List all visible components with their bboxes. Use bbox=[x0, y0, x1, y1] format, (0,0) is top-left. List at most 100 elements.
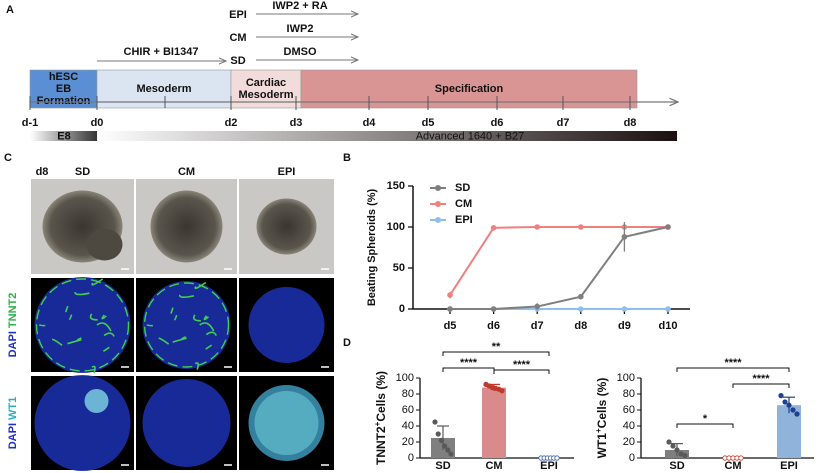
point bbox=[578, 293, 584, 300]
tnnt2-stain bbox=[96, 322, 112, 332]
dapi-stain bbox=[142, 281, 231, 369]
tnnt2-stain bbox=[194, 362, 200, 370]
y-axis-label-part: WT1 bbox=[595, 433, 609, 459]
media-bar bbox=[30, 131, 97, 141]
tnnt2-stain bbox=[67, 338, 82, 345]
significance-label: **** bbox=[513, 359, 531, 371]
stain-label: DAPI bbox=[7, 331, 19, 357]
x-tick-label: d8 bbox=[574, 320, 587, 332]
micrograph bbox=[31, 375, 134, 471]
y-tick-label: 60 bbox=[623, 404, 635, 416]
legend-label: EPI bbox=[455, 214, 473, 226]
point bbox=[621, 234, 628, 240]
stage-label: Cardiac bbox=[246, 77, 286, 89]
data-point bbox=[782, 399, 788, 405]
day-label: d6 bbox=[491, 117, 504, 129]
y-tick-label: 40 bbox=[623, 420, 635, 432]
significance-bracket bbox=[493, 369, 550, 374]
tnnt2-stain bbox=[181, 336, 186, 340]
data-point bbox=[674, 447, 680, 453]
data-point bbox=[670, 443, 676, 449]
condition-treatment: DMSO bbox=[284, 46, 317, 58]
significance-bracket bbox=[676, 423, 734, 428]
x-tick-label: EPI bbox=[540, 460, 558, 472]
tnnt2-stain bbox=[89, 313, 98, 321]
spheroid-lobe bbox=[86, 228, 123, 261]
media-bar bbox=[97, 131, 677, 141]
micrograph bbox=[31, 277, 134, 374]
y-axis-label: TNNT2+Cells (%) bbox=[373, 371, 389, 465]
condition-name: CM bbox=[229, 32, 246, 44]
y-tick-label: 0 bbox=[629, 452, 635, 464]
significance-bracket bbox=[676, 367, 790, 372]
data-point bbox=[794, 411, 800, 417]
y-axis-label-part: Cells (%) bbox=[374, 371, 388, 422]
data-point bbox=[445, 447, 451, 453]
x-tick-label: d6 bbox=[487, 320, 500, 332]
x-tick-label: EPI bbox=[780, 460, 798, 472]
series-line bbox=[449, 226, 668, 296]
day-label: d8 bbox=[624, 117, 637, 129]
point bbox=[578, 306, 584, 312]
day-label: d3 bbox=[290, 117, 303, 129]
x-tick-label: d10 bbox=[659, 320, 678, 332]
data-point bbox=[778, 392, 784, 399]
y-tick-label: 100 bbox=[617, 372, 635, 384]
condition-name: SD bbox=[230, 55, 245, 67]
legend-marker bbox=[435, 217, 441, 223]
stage-label: Mesoderm bbox=[238, 89, 293, 101]
stage-label: EB bbox=[56, 83, 71, 95]
dapi-stain bbox=[34, 277, 131, 373]
condition-treatment: IWP2 + RA bbox=[272, 0, 327, 12]
data-point bbox=[435, 431, 441, 437]
panel-label: B bbox=[343, 152, 351, 164]
legend-label: SD bbox=[455, 182, 470, 194]
tnnt2-stain bbox=[178, 294, 195, 298]
significance-label: **** bbox=[460, 357, 478, 369]
point bbox=[534, 224, 540, 230]
bar bbox=[482, 387, 506, 458]
y-axis-label-part: + bbox=[594, 428, 603, 433]
stage-label: Mesoderm bbox=[136, 83, 191, 95]
legend-marker bbox=[435, 185, 441, 191]
data-point bbox=[441, 443, 448, 449]
micrograph bbox=[136, 278, 237, 372]
tnnt2-stain bbox=[68, 314, 73, 320]
y-tick-label: 60 bbox=[402, 404, 414, 416]
dapi-stain bbox=[248, 385, 325, 461]
wt1-stain bbox=[84, 389, 109, 413]
data-point bbox=[438, 437, 444, 443]
column-header: EPI bbox=[278, 166, 296, 178]
tnnt2-stain bbox=[38, 323, 46, 327]
y-tick-label: 20 bbox=[623, 436, 635, 448]
tnnt2-stain bbox=[192, 314, 201, 322]
y-tick-label: 100 bbox=[387, 221, 405, 233]
dapi-stain bbox=[142, 379, 231, 467]
legend-label: CM bbox=[455, 198, 472, 210]
point bbox=[534, 303, 540, 310]
tnnt2-stain bbox=[103, 332, 115, 337]
y-axis-label-part: Cells (%) bbox=[595, 378, 609, 429]
tnnt2-rim bbox=[143, 282, 230, 368]
point bbox=[621, 306, 628, 312]
stage-label: Specification bbox=[435, 83, 504, 95]
data-point bbox=[682, 452, 688, 459]
x-tick-label: CM bbox=[724, 460, 741, 472]
dapi-stain bbox=[248, 287, 325, 363]
tnnt2-stain bbox=[91, 278, 104, 286]
panel-label: D bbox=[343, 337, 351, 349]
y-tick-label: 0 bbox=[408, 452, 414, 464]
tnnt2-stain bbox=[76, 337, 82, 341]
tnnt2-stain bbox=[64, 305, 69, 313]
x-tick-label: d7 bbox=[531, 320, 544, 332]
significance-label: ** bbox=[492, 341, 501, 353]
significance-label: **** bbox=[752, 373, 770, 385]
y-tick-label: 50 bbox=[393, 262, 405, 274]
significance-label: * bbox=[703, 413, 708, 425]
point bbox=[490, 225, 497, 231]
point bbox=[490, 306, 497, 312]
micrograph bbox=[136, 179, 237, 274]
point bbox=[578, 224, 584, 230]
open-point bbox=[738, 455, 744, 461]
